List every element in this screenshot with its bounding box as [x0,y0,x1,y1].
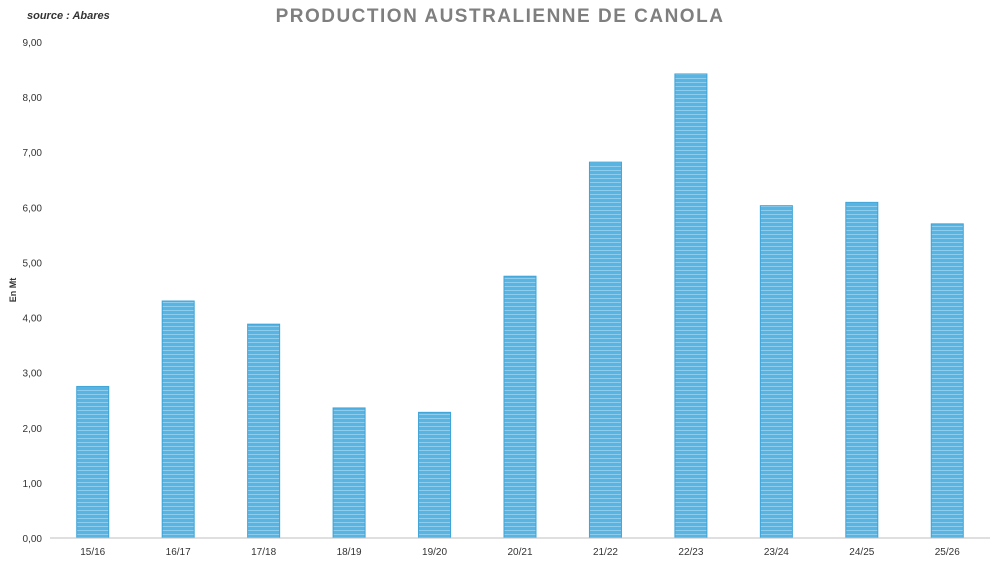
x-tick-label: 22/23 [678,547,703,558]
bar-15-16 [76,385,110,539]
y-tick-label: 0,00 [23,534,43,545]
bar-16-17 [161,300,195,539]
y-tick-label: 8,00 [23,93,43,104]
x-tick-label: 25/26 [935,547,960,558]
y-tick-label: 1,00 [23,479,43,490]
y-tick-label: 4,00 [23,314,43,325]
x-tick-label: 18/19 [337,547,362,558]
y-tick-label: 5,00 [23,258,43,269]
y-axis-label: En Mt [8,278,18,303]
chart-title: PRODUCTION AUSTRALIENNE DE CANOLA [275,6,725,27]
y-tick-label: 6,00 [23,203,43,214]
bar-19-20 [418,411,452,539]
x-tick-label: 19/20 [422,547,447,558]
x-tick-label: 23/24 [764,547,789,558]
bar-18-19 [332,407,366,539]
x-tick-label: 17/18 [251,547,276,558]
source-note: source : Abares [27,10,110,22]
bar-25-26 [930,223,964,539]
bar-23-24 [759,205,793,539]
y-tick-label: 3,00 [23,369,43,380]
x-tick-label: 16/17 [166,547,191,558]
x-tick-label: 21/22 [593,547,618,558]
y-tick-label: 2,00 [23,424,43,435]
bar-21-22 [588,161,622,539]
x-tick-label: 20/21 [507,547,532,558]
x-tick-label: 24/25 [849,547,874,558]
y-tick-label: 9,00 [23,38,43,49]
x-tick-label: 15/16 [80,547,105,558]
bar-20-21 [503,275,537,539]
bar-22-23 [674,73,708,539]
y-tick-label: 7,00 [23,148,43,159]
bar-17-18 [247,323,281,539]
bar-24-25 [845,201,879,539]
